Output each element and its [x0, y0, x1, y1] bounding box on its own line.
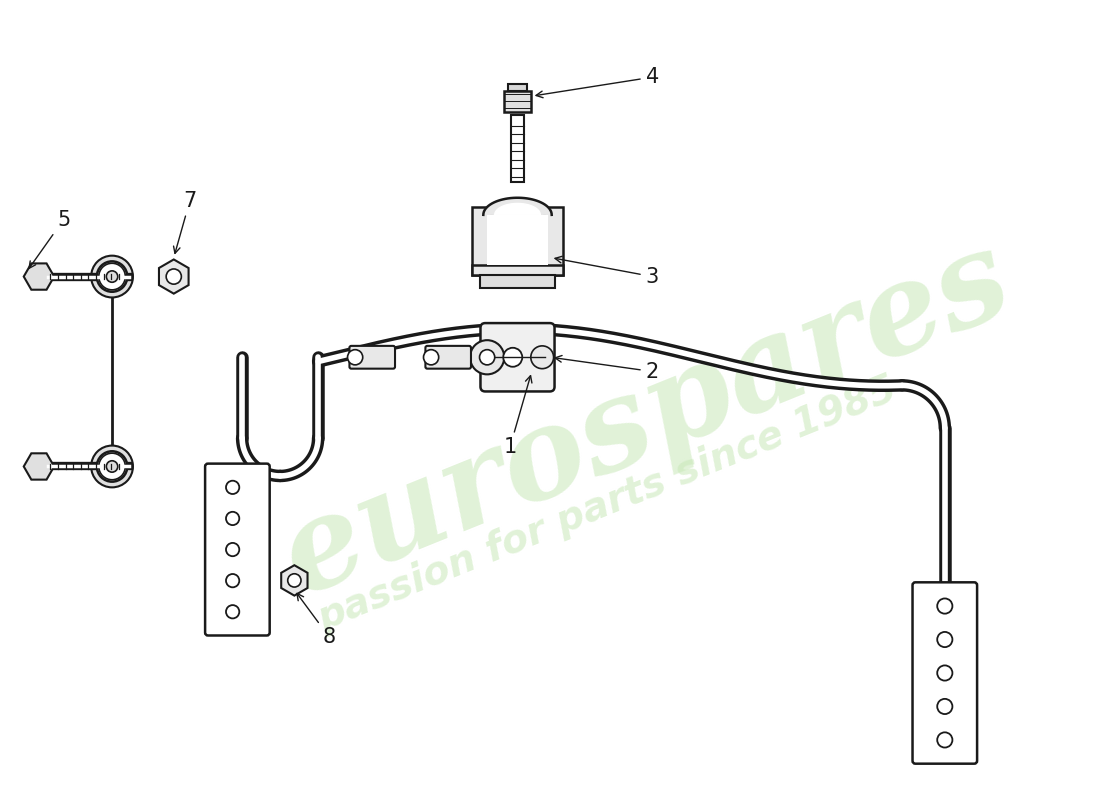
Circle shape — [504, 348, 522, 366]
FancyBboxPatch shape — [481, 323, 554, 391]
FancyBboxPatch shape — [350, 346, 395, 369]
Circle shape — [288, 574, 301, 587]
Text: 4: 4 — [536, 67, 659, 98]
Circle shape — [480, 350, 495, 365]
FancyBboxPatch shape — [426, 346, 471, 369]
Circle shape — [97, 262, 128, 292]
Circle shape — [937, 732, 953, 747]
Circle shape — [97, 451, 128, 482]
Circle shape — [470, 340, 504, 374]
FancyBboxPatch shape — [205, 464, 270, 635]
Text: 7: 7 — [174, 190, 197, 254]
Text: 2: 2 — [556, 355, 659, 382]
Polygon shape — [483, 198, 552, 215]
Bar — [472, 265, 563, 274]
Circle shape — [937, 666, 953, 681]
Polygon shape — [495, 203, 540, 215]
Circle shape — [107, 461, 118, 472]
Text: passion for parts since 1985: passion for parts since 1985 — [312, 370, 903, 638]
Text: 1: 1 — [504, 376, 532, 458]
Circle shape — [937, 598, 953, 614]
Circle shape — [107, 271, 118, 282]
Circle shape — [531, 346, 553, 369]
Circle shape — [937, 699, 953, 714]
Text: 8: 8 — [297, 594, 336, 647]
Circle shape — [226, 574, 240, 587]
Bar — [504, 91, 531, 112]
Circle shape — [424, 350, 439, 365]
Bar — [487, 215, 548, 265]
Text: 3: 3 — [556, 256, 659, 286]
Circle shape — [166, 269, 182, 284]
Circle shape — [226, 512, 240, 525]
Circle shape — [91, 256, 133, 298]
Text: 5: 5 — [29, 210, 70, 268]
Circle shape — [99, 263, 125, 290]
Circle shape — [99, 453, 125, 480]
Circle shape — [348, 350, 363, 365]
Bar — [472, 207, 491, 274]
Bar — [510, 115, 525, 182]
Bar — [508, 84, 527, 91]
Bar — [480, 274, 556, 288]
Circle shape — [226, 605, 240, 618]
Circle shape — [937, 632, 953, 647]
Text: eurospares: eurospares — [264, 218, 1027, 620]
Circle shape — [226, 543, 240, 556]
FancyBboxPatch shape — [913, 582, 977, 764]
Bar — [544, 207, 563, 274]
Circle shape — [91, 446, 133, 487]
Circle shape — [226, 481, 240, 494]
